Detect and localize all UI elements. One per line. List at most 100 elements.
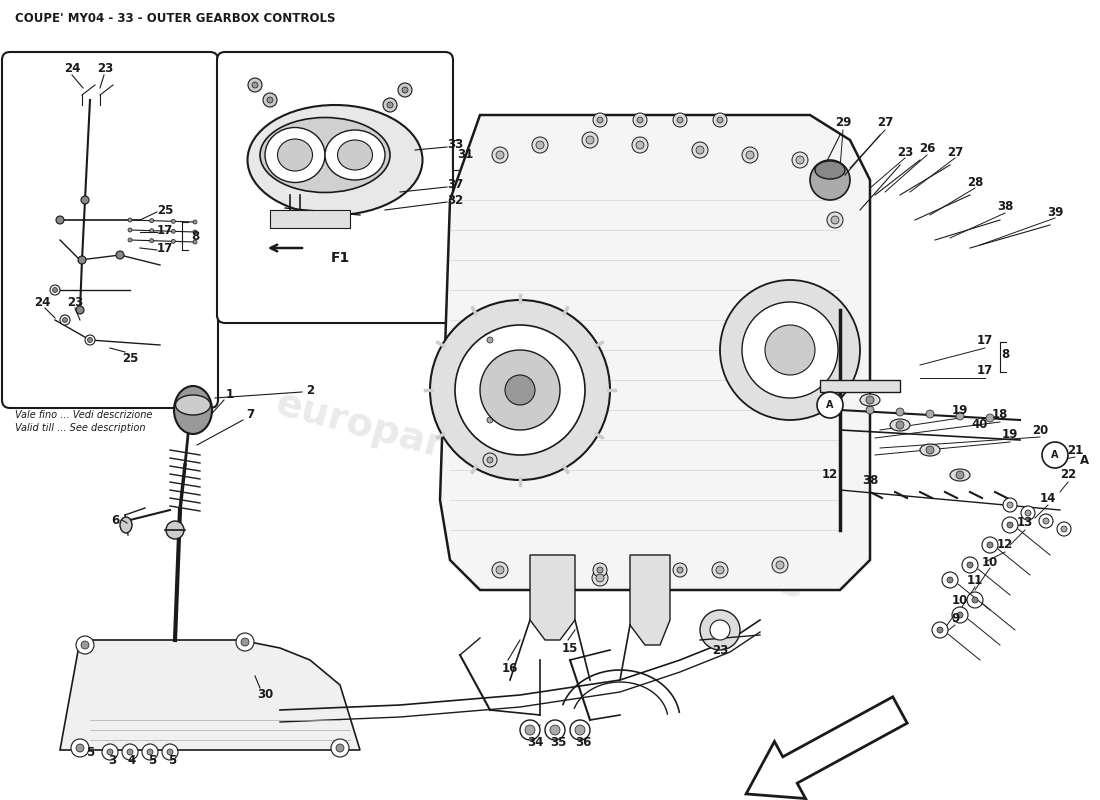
Text: 29: 29 — [835, 115, 851, 129]
Circle shape — [772, 557, 788, 573]
Text: 10: 10 — [952, 594, 968, 606]
Text: 7: 7 — [246, 409, 254, 422]
Ellipse shape — [324, 130, 385, 180]
Circle shape — [496, 151, 504, 159]
Circle shape — [550, 725, 560, 735]
Circle shape — [673, 563, 688, 577]
Circle shape — [496, 566, 504, 574]
Circle shape — [632, 137, 648, 153]
Bar — [270, 210, 350, 228]
Text: 39: 39 — [1047, 206, 1064, 218]
Circle shape — [710, 620, 730, 640]
Text: 38: 38 — [997, 201, 1013, 214]
Circle shape — [570, 720, 590, 740]
Circle shape — [263, 93, 277, 107]
Circle shape — [483, 413, 497, 427]
Circle shape — [812, 172, 828, 188]
Circle shape — [76, 306, 84, 314]
Text: 11: 11 — [967, 574, 983, 586]
Text: 38: 38 — [861, 474, 878, 486]
Text: A: A — [1052, 450, 1058, 460]
Text: europarts: europarts — [272, 384, 488, 476]
Polygon shape — [60, 640, 360, 750]
Text: 20: 20 — [1032, 423, 1048, 437]
Circle shape — [597, 567, 603, 573]
Circle shape — [982, 537, 998, 553]
Circle shape — [896, 408, 904, 416]
Circle shape — [505, 375, 535, 405]
Circle shape — [632, 563, 647, 577]
Circle shape — [896, 421, 904, 429]
Circle shape — [926, 410, 934, 418]
Circle shape — [792, 152, 808, 168]
Circle shape — [487, 377, 493, 383]
Circle shape — [764, 325, 815, 375]
Circle shape — [532, 567, 548, 583]
Circle shape — [957, 612, 962, 618]
Circle shape — [1003, 498, 1018, 512]
Text: 16: 16 — [502, 662, 518, 674]
Circle shape — [942, 572, 958, 588]
Circle shape — [192, 240, 197, 244]
Circle shape — [483, 333, 497, 347]
Text: 5: 5 — [168, 754, 176, 766]
Circle shape — [172, 219, 175, 223]
Circle shape — [637, 117, 644, 123]
Polygon shape — [630, 555, 670, 645]
Circle shape — [713, 113, 727, 127]
Text: Valid till ... See description: Valid till ... See description — [15, 423, 145, 433]
Circle shape — [1006, 522, 1013, 528]
Ellipse shape — [265, 127, 324, 182]
Text: 23: 23 — [712, 643, 728, 657]
Ellipse shape — [815, 161, 845, 179]
Circle shape — [536, 571, 544, 579]
Text: 17: 17 — [157, 223, 173, 237]
Text: 25: 25 — [122, 351, 139, 365]
Circle shape — [128, 218, 132, 222]
Circle shape — [692, 142, 708, 158]
Circle shape — [776, 561, 784, 569]
Circle shape — [987, 542, 993, 548]
Ellipse shape — [120, 517, 132, 533]
Bar — [820, 380, 900, 392]
Circle shape — [78, 256, 86, 264]
FancyBboxPatch shape — [217, 52, 453, 323]
Circle shape — [956, 471, 964, 479]
Circle shape — [252, 82, 258, 88]
Ellipse shape — [176, 395, 210, 415]
Circle shape — [76, 636, 94, 654]
Text: A: A — [826, 400, 834, 410]
Circle shape — [1043, 518, 1049, 524]
Text: 21: 21 — [1067, 443, 1084, 457]
Text: 8: 8 — [1001, 349, 1009, 362]
Circle shape — [700, 610, 740, 650]
Text: F1: F1 — [330, 251, 350, 265]
Circle shape — [636, 141, 644, 149]
Circle shape — [480, 350, 560, 430]
Text: 22: 22 — [1060, 469, 1076, 482]
Circle shape — [107, 749, 113, 755]
Text: COUPE' MY04 - 33 - OUTER GEARBOX CONTROLS: COUPE' MY04 - 33 - OUTER GEARBOX CONTROL… — [15, 11, 335, 25]
Text: 24: 24 — [34, 295, 51, 309]
Text: 33: 33 — [447, 138, 463, 151]
Circle shape — [81, 196, 89, 204]
Circle shape — [796, 156, 804, 164]
Text: 23: 23 — [97, 62, 113, 74]
Text: 37: 37 — [447, 178, 463, 191]
Circle shape — [956, 412, 964, 420]
Circle shape — [398, 83, 412, 97]
Text: 2: 2 — [306, 383, 315, 397]
Circle shape — [593, 113, 607, 127]
Text: 12: 12 — [822, 469, 838, 482]
Ellipse shape — [890, 419, 910, 431]
Ellipse shape — [920, 444, 940, 456]
Circle shape — [487, 457, 493, 463]
Text: 19: 19 — [952, 403, 968, 417]
Circle shape — [76, 744, 84, 752]
Circle shape — [696, 146, 704, 154]
Circle shape — [967, 592, 983, 608]
Circle shape — [810, 160, 850, 200]
Circle shape — [637, 567, 644, 573]
Circle shape — [150, 218, 154, 222]
Circle shape — [817, 392, 843, 418]
